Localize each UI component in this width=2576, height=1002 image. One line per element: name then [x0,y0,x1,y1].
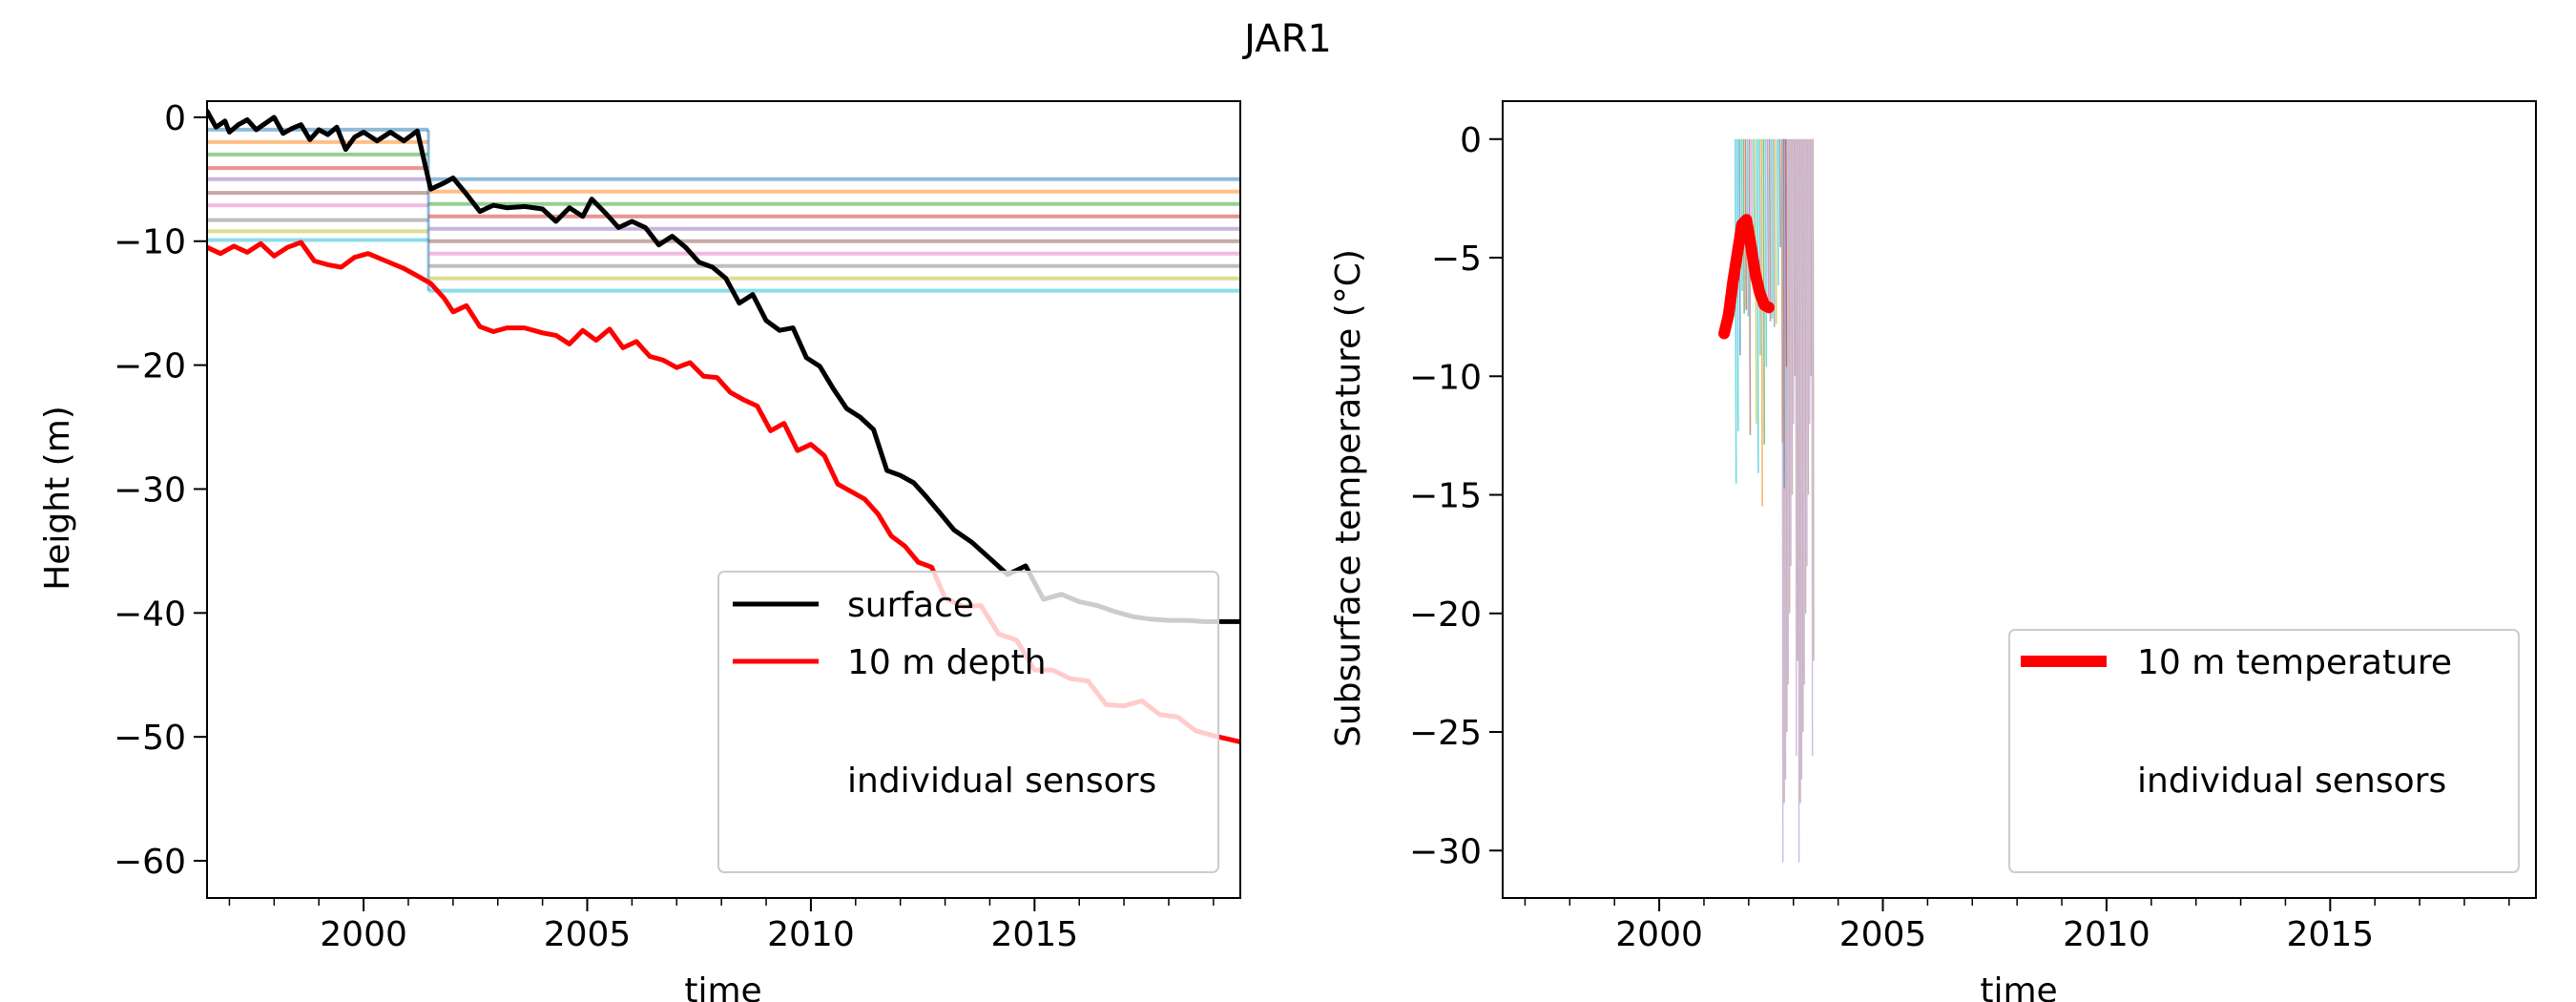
right-individual-sensors [1734,138,1815,863]
sensor-trace [1804,138,1807,614]
sensor-trace [1776,138,1779,285]
sensor-trace [1778,138,1781,248]
left-y-tick-label: −60 [114,843,186,882]
sensor-trace [1760,138,1763,507]
chart-right: 2000 2005 2010 2015 0 −5 −10 −15 −20 −25 −30 Subsu… [1329,100,2537,1002]
sensor-trace [1782,138,1785,804]
surface-line [207,108,1240,624]
left-y-tick-label: −40 [114,595,186,634]
figure-title: JAR1 [1241,17,1332,61]
right-x-tick-label: 2015 [2287,915,2375,954]
sensor-trace [1791,138,1794,495]
legend-sensors-label: individual sensors [847,762,1156,801]
left-x-tick-label: 2015 [991,915,1079,954]
right-y-tick-label: 0 [1460,121,1482,160]
sensor-trace [1734,138,1737,484]
sensor-trace [1785,138,1788,733]
sensor-trace [1768,138,1772,322]
sensor-trace [1801,138,1804,733]
right-x-tick-label: 2010 [2063,915,2150,954]
left-x-tick-label: 2000 [320,915,407,954]
right-y-tick-label: −15 [1409,477,1482,516]
sensor-trace [1748,138,1752,435]
sensor-trace [1805,138,1808,567]
sensor-trace [1758,138,1761,356]
sensor-trace [1752,138,1755,242]
legend-depth-label: 10 m depth [847,643,1047,682]
left-xlabel: time [684,971,761,1002]
sensor-trace [1808,138,1811,424]
sensor-trace [1782,138,1786,489]
right-y-tick-label: −25 [1409,714,1482,753]
right-ylabel: Subsurface temperature (°C) [1329,249,1368,747]
sensor-trace [1793,138,1797,377]
sensor-trace [1802,138,1805,685]
left-y-tick-label: −20 [114,347,186,386]
right-y-tick-label: −30 [1409,832,1482,871]
sensor-trace [1773,138,1776,327]
sensor-trace [1812,138,1815,661]
sensor-trace [1797,138,1800,863]
right-ylabel-text: Subsurface temperature (°C) [1329,249,1368,747]
sensor-trace [1811,138,1814,756]
sensor-trace [1756,138,1759,473]
sensor-trace [1780,138,1784,443]
sensor-trace [1764,138,1768,367]
sensor-trace [1809,138,1812,377]
right-axes-frame [1502,100,2537,899]
left-x-tick-label: 2010 [767,915,855,954]
right-legend: 10 m temperature individual sensors [2008,629,2520,873]
right-xlabel: time [1980,971,2057,1002]
left-legend-box [717,571,1219,873]
left-y-tick-label: 0 [164,99,186,138]
sensor-trace [1766,138,1770,301]
temperature-10m-line [1718,214,1775,340]
right-x-tick-label: 2005 [1839,915,1927,954]
left-legend: surface 10 m depth individual sensors [717,571,1219,873]
sensor-trace [1807,138,1810,495]
left-y-tick-label: −50 [114,719,186,758]
sensor-trace [1784,138,1787,780]
right-y-tick-label: −20 [1409,595,1482,635]
right-y-tick-label: −5 [1431,240,1482,279]
sensor-trace [1770,138,1774,319]
sensor-trace [1792,138,1795,424]
right-legend-box [2008,629,2520,873]
sensor-trace [1740,138,1743,291]
left-x-tick-label: 2005 [544,915,632,954]
right-y-tick-label: −10 [1409,358,1482,397]
left-ylabel: Height (m) [38,406,77,591]
legend-sensors-label-right: individual sensors [2137,762,2446,801]
right-x-tick-label: 2000 [1615,915,1703,954]
left-individual-sensors [207,127,1240,293]
sensor-trace [1788,138,1791,614]
legend-surface-label: surface [847,586,974,625]
legend-temp-label: 10 m temperature [2137,643,2452,682]
sensor-trace [1789,138,1792,567]
sensor-trace [1784,138,1788,367]
right-series [1718,214,1775,340]
chart-left: 2000 2005 2010 2015 0 −10 −20 −30 −40 −50 −60 Heig… [38,99,1241,1002]
sensor-trace [1786,138,1790,685]
left-y-tick-label: −30 [114,470,186,510]
right-ticks: 2000 2005 2010 2015 0 −5 −10 −15 −20 −25 −30 [1409,121,2510,954]
sensor-trace [1781,138,1784,863]
left-y-tick-label: −10 [114,223,186,262]
left-ticks: 2000 2005 2010 2015 0 −10 −20 −30 −40 −50 −60 [114,99,1215,954]
sensor-trace [1800,138,1803,780]
left-axes-frame [206,100,1241,899]
sensor-trace [1798,138,1801,804]
sensor-trace [1795,138,1797,756]
